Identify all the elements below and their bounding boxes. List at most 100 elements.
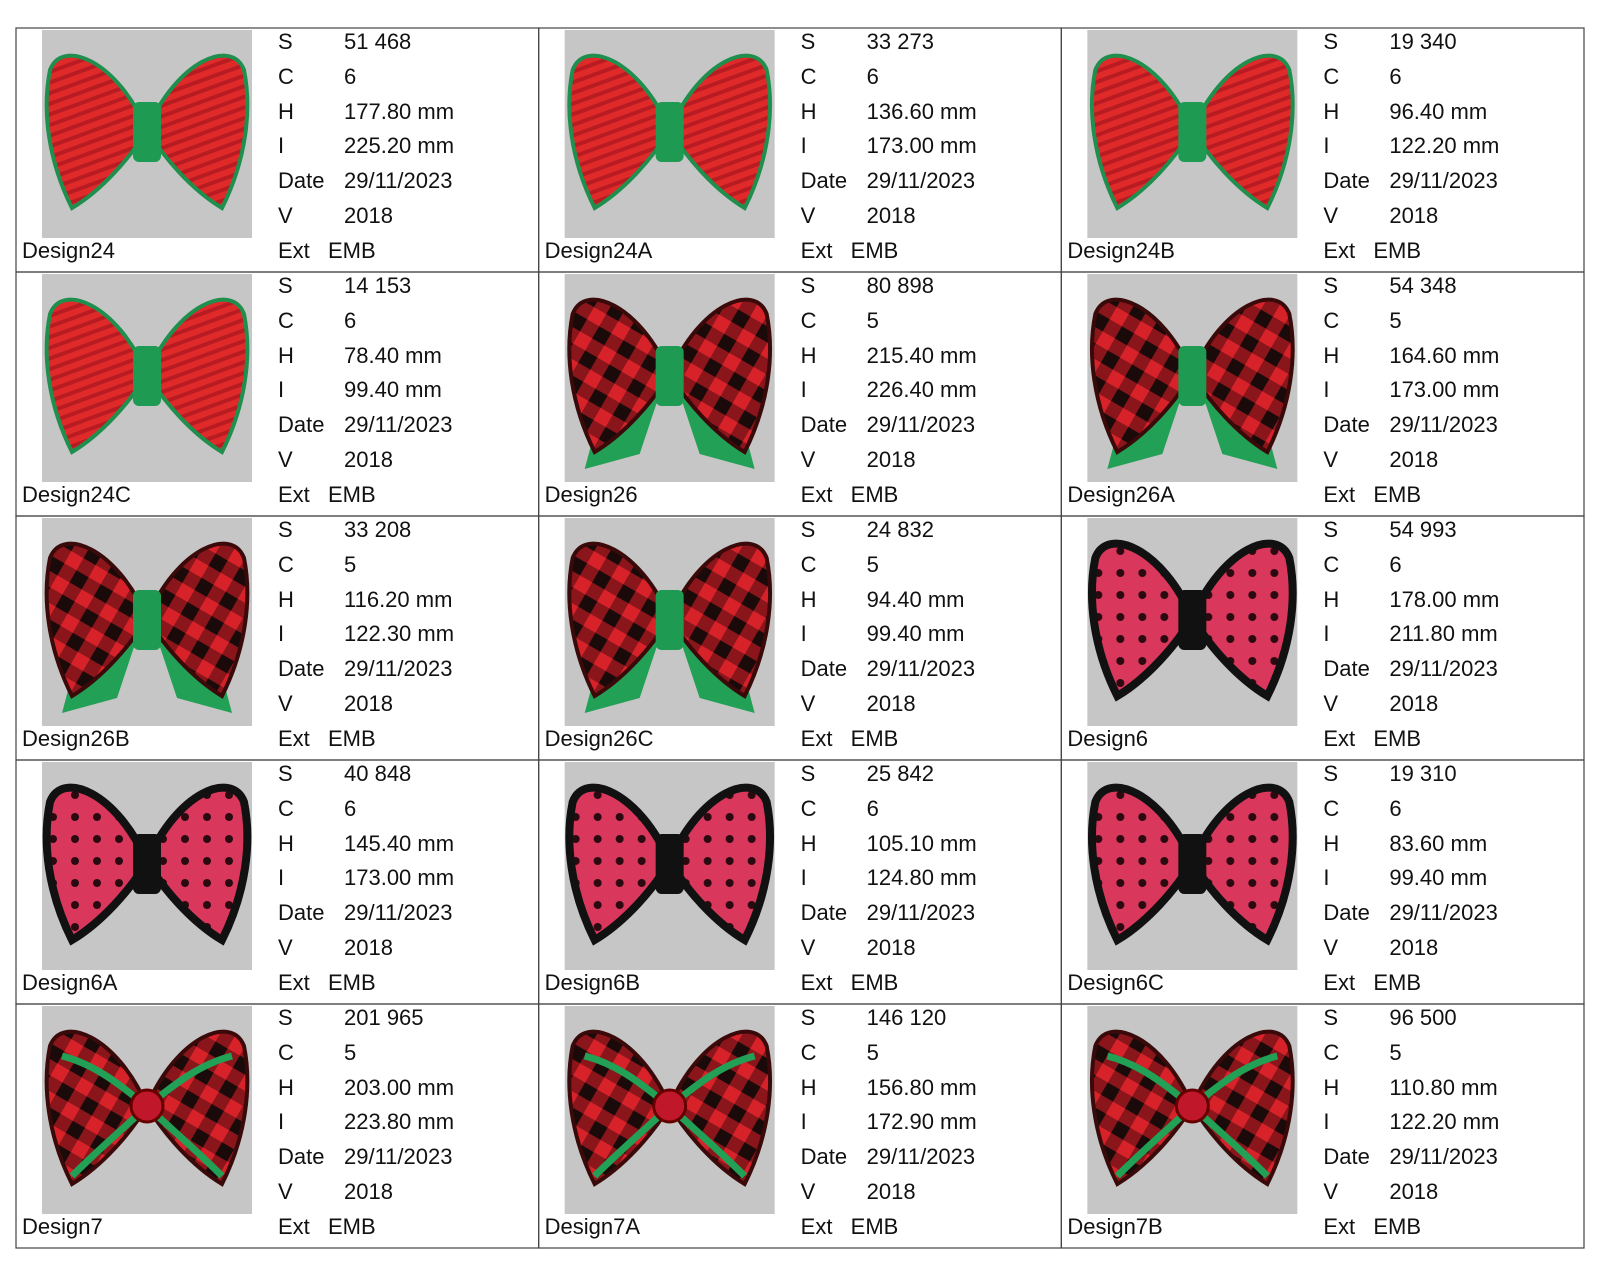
field-label: Ext [278, 726, 310, 751]
design-name: Design6C [1067, 970, 1164, 995]
design-cell: Design7B S 96 500 C 5 H 110.80 mm I 122.20 mm Dat… [1060, 1003, 1585, 1249]
bow-loop [1090, 297, 1195, 455]
bow-loop [1090, 1029, 1195, 1187]
field-label: V [1323, 1179, 1338, 1204]
field-value: 5 [1389, 308, 1401, 333]
field-value: 54 348 [1389, 273, 1456, 298]
bow-preview [567, 541, 772, 713]
field-value: 5 [344, 552, 356, 577]
field-label: S [801, 761, 816, 786]
field-value: 29/11/2023 [1389, 168, 1497, 193]
field-value: 29/11/2023 [344, 412, 452, 437]
field-label: Date [278, 1144, 324, 1169]
field-value: 173.00 mm [867, 133, 977, 158]
bow-loop [667, 541, 772, 699]
field-value: 2018 [867, 691, 916, 716]
field-label: I [801, 865, 807, 890]
bow-loop [565, 783, 675, 946]
field-value: EMB [851, 726, 899, 751]
field-value: 40 848 [344, 761, 411, 786]
field-value: EMB [851, 1214, 899, 1239]
bow-knot [129, 1088, 165, 1124]
field-value: 110.80 mm [1389, 1075, 1497, 1100]
field-label: V [278, 203, 293, 228]
field-label: I [1323, 133, 1329, 158]
field-value: 54 993 [1389, 517, 1456, 542]
field-value: 2018 [344, 935, 393, 960]
bow-knot [1178, 590, 1207, 650]
field-value: 122.20 mm [1389, 1109, 1499, 1134]
design-name: Design7B [1067, 1214, 1162, 1239]
field-value: 5 [344, 1040, 356, 1065]
field-value: 2018 [867, 203, 916, 228]
bow-loop [144, 1029, 250, 1187]
field-value: 146 120 [867, 1005, 947, 1030]
bow-knot [1174, 1088, 1210, 1124]
field-value: 2018 [867, 935, 916, 960]
field-label: Ext [801, 238, 833, 263]
field-value: 99.40 mm [344, 377, 442, 402]
field-label: H [801, 343, 817, 368]
design-name: Design26 [545, 482, 638, 507]
field-label: C [801, 308, 817, 333]
field-label: V [1323, 203, 1338, 228]
field-value: EMB [328, 482, 376, 507]
field-label: V [278, 447, 293, 472]
field-label: C [1323, 796, 1339, 821]
field-label: V [801, 691, 816, 716]
design-cell: Design6A S 40 848 C 6 H 145.40 mm I 173.00 mm Dat… [15, 759, 540, 1005]
design-cell: Design24A S 33 273 C 6 H 136.60 mm I 173.00 mm Da… [538, 27, 1062, 273]
field-value: 78.40 mm [344, 343, 442, 368]
field-label: S [278, 761, 293, 786]
field-value: 29/11/2023 [867, 1144, 975, 1169]
field-value: 223.80 mm [344, 1109, 454, 1134]
field-label: Ext [801, 726, 833, 751]
field-label: V [1323, 691, 1338, 716]
bow-preview [567, 53, 772, 211]
field-value: 29/11/2023 [867, 168, 975, 193]
field-value: EMB [1373, 726, 1421, 751]
field-value: 29/11/2023 [1389, 412, 1497, 437]
bow-knot [133, 590, 161, 650]
field-label: Date [278, 168, 324, 193]
field-value: 6 [867, 64, 879, 89]
field-label: Ext [801, 1214, 833, 1239]
bow-loop [667, 53, 772, 211]
bow-loop [1088, 539, 1197, 702]
field-value: 2018 [344, 447, 393, 472]
field-label: Ext [278, 1214, 310, 1239]
field-label: I [801, 133, 807, 158]
field-value: EMB [1373, 482, 1421, 507]
bow-knot [133, 102, 161, 162]
field-value: 5 [1389, 1040, 1401, 1065]
field-value: 225.20 mm [344, 133, 454, 158]
field-value: 2018 [344, 203, 393, 228]
bow-loop [567, 541, 672, 699]
design-name: Design26C [545, 726, 654, 751]
field-label: S [278, 517, 293, 542]
field-label: H [801, 1075, 817, 1100]
bow-preview [565, 783, 774, 946]
field-value: 105.10 mm [867, 831, 977, 856]
bow-knot [652, 1088, 688, 1124]
bow-loop [665, 783, 774, 946]
field-value: 99.40 mm [1389, 865, 1487, 890]
bow-preview [44, 1029, 250, 1187]
field-label: Date [1323, 900, 1369, 925]
field-label: Date [801, 412, 847, 437]
bow-loop [144, 297, 250, 455]
design-cell: Design6 S 54 993 C 6 H 178.00 mm I 211.80 mm Date… [1060, 515, 1585, 761]
field-label: S [801, 517, 816, 542]
field-label: I [1323, 377, 1329, 402]
field-label: C [1323, 552, 1339, 577]
design-name: Design7 [22, 1214, 103, 1239]
cell-border [1060, 1003, 1585, 1249]
design-cell: Design26C S 24 832 C 5 H 94.40 mm I 99.40 mm Date… [538, 515, 1062, 761]
field-label: Date [278, 412, 324, 437]
bow-preview [567, 1029, 772, 1187]
field-value: 201 965 [344, 1005, 424, 1030]
field-value: 6 [1389, 64, 1401, 89]
design-name: Design24C [22, 482, 131, 507]
design-name: Design6A [22, 970, 118, 995]
field-label: Ext [1323, 970, 1355, 995]
